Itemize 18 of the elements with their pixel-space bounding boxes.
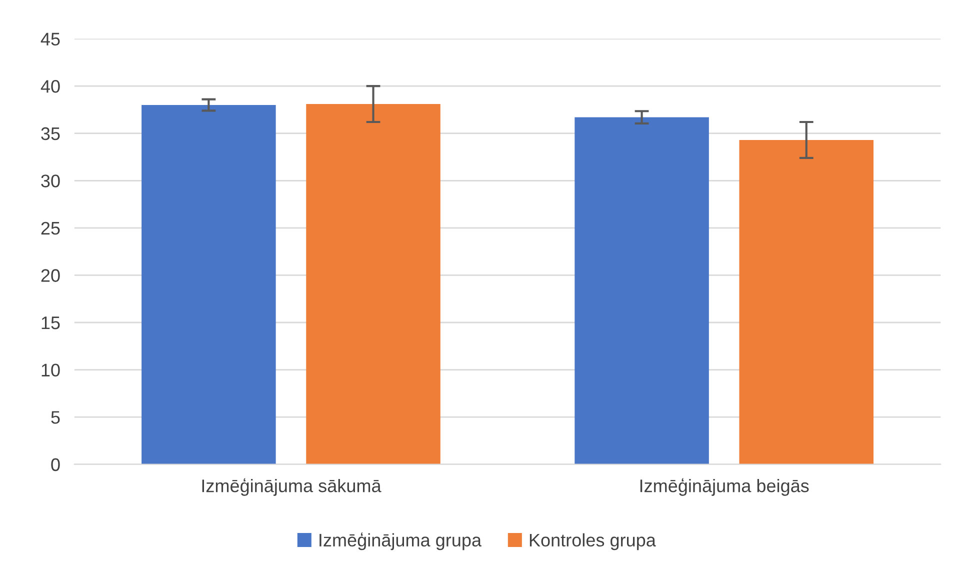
y-tick-label: 5 (51, 411, 60, 424)
y-tick-label: 25 (41, 222, 60, 235)
y-tick-label: 45 (40, 32, 60, 46)
bar (306, 104, 440, 464)
bar (142, 104, 276, 464)
y-tick-label: 10 (42, 364, 60, 377)
y-tick-label: 20 (41, 269, 60, 282)
bar (574, 117, 709, 464)
x-tick-label: Izmēģinājuma beigās (640, 478, 809, 496)
y-tick-label: 15 (42, 316, 60, 330)
legend-label: Izmēģinājuma grupa (320, 532, 482, 550)
bar (739, 140, 874, 464)
y-tick-label: 35 (41, 127, 60, 140)
y-tick-label: 30 (41, 174, 60, 188)
legend-label: Kontroles grupa (530, 533, 656, 550)
y-tick-label: 40 (40, 80, 60, 93)
y-tick-label: 0 (51, 458, 60, 472)
x-tick-label: Izmēģinājuma sākumā (202, 478, 382, 496)
